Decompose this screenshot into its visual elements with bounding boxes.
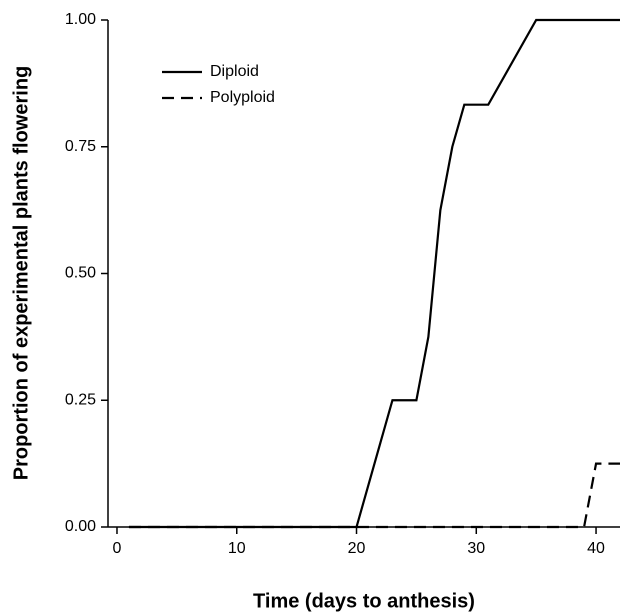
series-line [128, 462, 620, 529]
y-tick-label: 0.50 [65, 265, 96, 282]
y-tick-label: 0.25 [65, 391, 96, 408]
series-line [128, 18, 620, 529]
legend-label: Diploid [210, 63, 259, 80]
x-tick-label: 0 [113, 540, 122, 557]
x-tick-label: 10 [228, 540, 246, 557]
y-axis-title: Proportion of experimental plants flower… [10, 66, 32, 480]
y-tick-label: 1.00 [65, 11, 96, 28]
x-tick-label: 30 [467, 540, 485, 557]
y-tick-label: 0.75 [65, 138, 96, 155]
y-tick-label: 0.00 [65, 518, 96, 535]
x-axis-title: Time (days to anthesis) [253, 590, 475, 612]
x-tick-label: 20 [348, 540, 366, 557]
x-tick-label: 40 [587, 540, 605, 557]
legend-label: Polyploid [210, 89, 275, 106]
